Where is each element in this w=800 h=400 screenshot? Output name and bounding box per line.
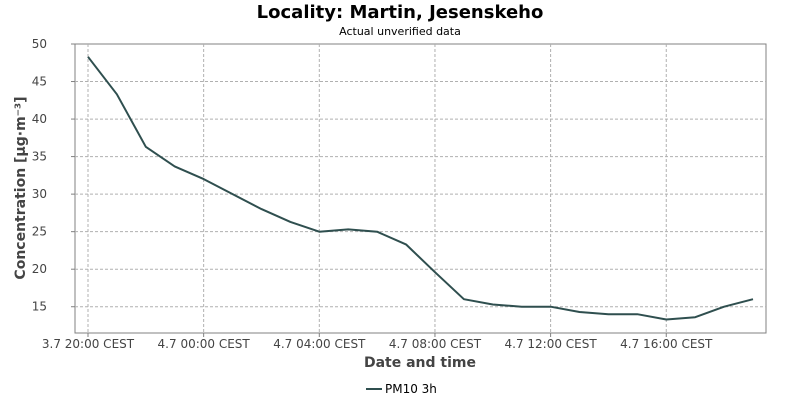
data-point [694, 316, 696, 318]
data-point [318, 230, 320, 232]
chart-title: Locality: Martin, Jesenskeho [257, 2, 544, 23]
x-tick-label: 4.7 00:00 CEST [158, 337, 251, 351]
data-point [376, 230, 378, 232]
data-point [116, 93, 118, 95]
chart-subtitle: Actual unverified data [339, 25, 461, 38]
data-point [549, 306, 551, 308]
y-tick-label: 30 [32, 187, 47, 201]
x-axis-label: Date and time [364, 355, 476, 371]
grid [74, 43, 767, 334]
x-tick-label: 4.7 08:00 CEST [389, 337, 482, 351]
legend: PM10 3h [366, 382, 437, 396]
x-tick-label: 3.7 20:00 CEST [42, 337, 135, 351]
data-point [202, 178, 204, 180]
legend-label: PM10 3h [385, 382, 437, 396]
y-tick-label: 35 [32, 150, 47, 164]
y-tick-label: 15 [32, 300, 47, 314]
data-point [463, 298, 465, 300]
axes: 15 20 25 30 35 40 45 50 3.7 20:00 CEST 4.7 00:00 … [32, 37, 713, 351]
data-point [607, 313, 609, 315]
series-layer [87, 56, 754, 321]
data-point [520, 306, 522, 308]
data-point [723, 306, 725, 308]
data-point [752, 298, 754, 300]
data-point [434, 271, 436, 273]
x-tick-label: 4.7 16:00 CEST [620, 337, 713, 351]
y-tick-label: 50 [32, 37, 47, 51]
y-axis-label: Concentration [µg·m⁻³] [13, 96, 29, 279]
y-tick-label: 25 [32, 225, 47, 239]
data-point [492, 303, 494, 305]
data-point [145, 146, 147, 148]
x-tick-label: 4.7 12:00 CEST [505, 337, 598, 351]
data-point [174, 165, 176, 167]
y-tick-label: 45 [32, 75, 47, 89]
data-point [405, 243, 407, 245]
x-tick-label: 4.7 04:00 CEST [273, 337, 366, 351]
data-point [347, 228, 349, 230]
data-point [636, 313, 638, 315]
data-point [578, 311, 580, 313]
y-tick-label: 20 [32, 262, 47, 276]
data-point [87, 56, 89, 58]
plot-area [74, 43, 767, 334]
series-line-0 [87, 56, 754, 321]
data-point [665, 318, 667, 320]
data-point [260, 208, 262, 210]
data-point [231, 193, 233, 195]
data-point [289, 221, 291, 223]
y-tick-label: 40 [32, 112, 47, 126]
